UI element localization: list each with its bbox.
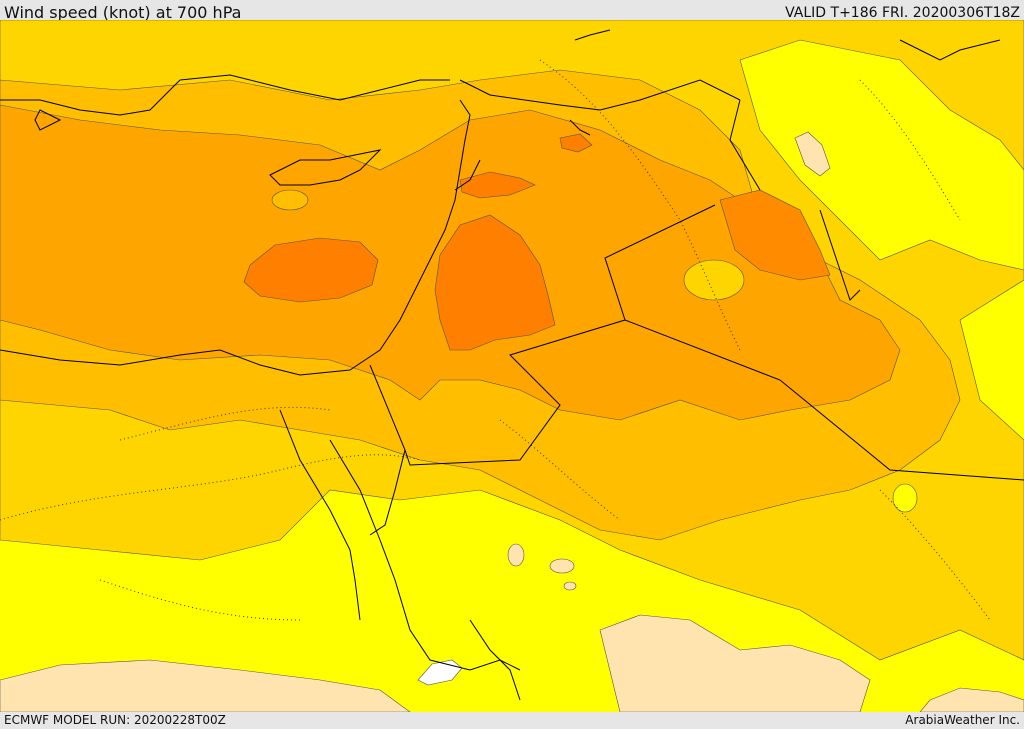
field-core-east — [719, 189, 831, 281]
field-cream-dot3 — [563, 581, 577, 591]
credit-label: ArabiaWeather Inc. — [905, 713, 1020, 727]
model-run-label: ECMWF MODEL RUN: 20200228T00Z — [4, 713, 226, 727]
field-core-north2 — [559, 133, 593, 153]
coastlines — [0, 29, 1001, 701]
country-borders — [369, 79, 1024, 536]
field-core-levant — [434, 214, 556, 351]
field-cream-dot1 — [507, 543, 525, 567]
dotted-contours — [0, 59, 991, 621]
field-core-west — [243, 237, 379, 303]
map-area — [0, 20, 1024, 712]
field-core-north — [459, 171, 536, 199]
field-cream-se — [919, 687, 1024, 712]
field-yellow-island1 — [892, 483, 918, 513]
map-title: Wind speed (knot) at 700 hPa — [4, 3, 242, 22]
field-yellow-island3 — [271, 189, 309, 211]
field-yellow-ne — [739, 39, 1024, 271]
valid-time: VALID T+186 FRI. 20200306T18Z — [785, 5, 1020, 21]
field-cream-dot2 — [549, 558, 575, 574]
field-cream-s — [599, 614, 871, 712]
wind-speed-map — [0, 20, 1024, 712]
field-yellow-island2 — [683, 259, 745, 301]
field-cream-sw — [0, 659, 411, 712]
field-cream-lake — [794, 131, 831, 177]
